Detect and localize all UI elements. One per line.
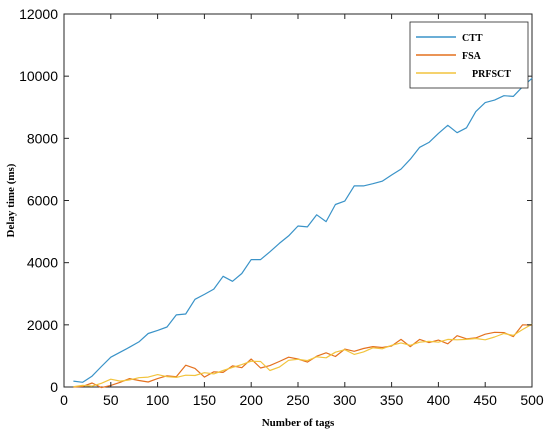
legend-label-ctt: CTT (462, 33, 483, 44)
legend: CTT FSA PRFSCT (409, 21, 529, 89)
x-tick-label: 100 (146, 392, 170, 408)
y-tick-label: 10000 (19, 68, 58, 84)
x-tick-label: 200 (240, 392, 264, 408)
y-tick-label: 12000 (19, 6, 58, 22)
x-tick-label: 250 (286, 392, 310, 408)
x-tick-label: 300 (333, 392, 357, 408)
y-tick-label: 2000 (27, 317, 58, 333)
x-axis-title: Number of tags (262, 417, 335, 429)
y-tick-label: 0 (50, 379, 58, 395)
y-tick-label: 4000 (27, 255, 58, 271)
x-tick-label: 500 (520, 392, 544, 408)
legend-label-prfsct: PRFSCT (472, 69, 511, 80)
y-axis-title: Delay time (ms) (5, 163, 17, 237)
legend-label-fsa: FSA (462, 51, 482, 62)
x-tick-label: 0 (60, 392, 68, 408)
y-tick-label: 8000 (27, 130, 58, 146)
x-tick-label: 50 (103, 392, 119, 408)
x-tick-label: 150 (193, 392, 217, 408)
x-tick-label: 400 (427, 392, 451, 408)
axis-layer: 0 50 100 150 200 250 300 350 400 450 500 0 2000 4000 6… (19, 6, 544, 408)
series-line-ctt (73, 77, 533, 383)
x-tick-label: 450 (474, 392, 498, 408)
y-tick-label: 6000 (27, 193, 58, 209)
series-line-prfsct (73, 323, 533, 388)
x-tick-label: 350 (380, 392, 404, 408)
series-layer (73, 77, 533, 389)
